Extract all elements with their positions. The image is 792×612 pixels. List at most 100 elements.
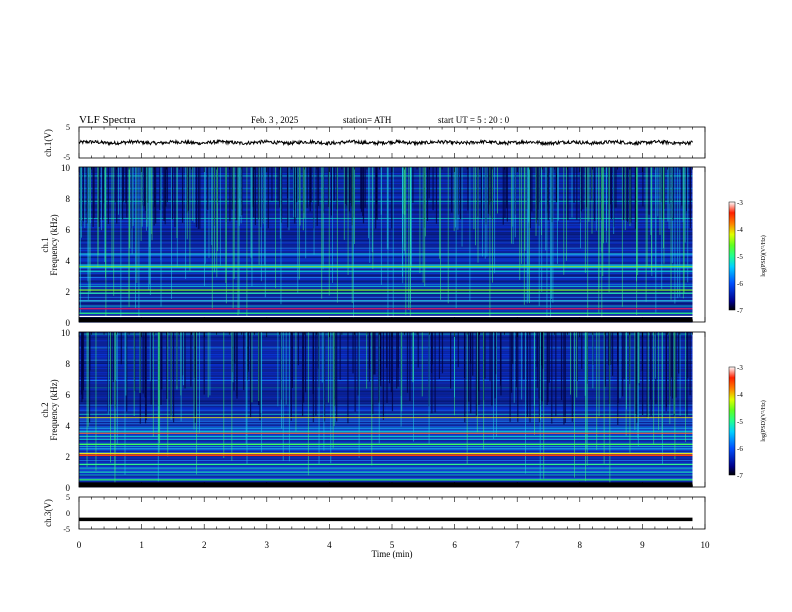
- impulse-dark: [259, 332, 261, 421]
- spectral-band: [79, 290, 693, 292]
- impulse-dark: [509, 332, 511, 422]
- impulse: [457, 167, 459, 230]
- impulse: [654, 332, 656, 379]
- spectral-band: [79, 283, 693, 285]
- impulse: [219, 167, 221, 267]
- impulse-dark: [336, 332, 338, 422]
- spectral-band: [79, 426, 693, 428]
- impulse: [115, 332, 117, 381]
- impulse-dark: [687, 332, 689, 379]
- impulse-dark: [372, 332, 374, 415]
- spectral-band: [79, 192, 693, 194]
- impulse: [158, 332, 160, 453]
- impulse: [124, 332, 126, 475]
- impulse: [183, 332, 184, 386]
- impulse-dark: [494, 332, 496, 399]
- impulse: [180, 332, 182, 422]
- spectral-band: [79, 438, 693, 440]
- impulse-dark: [344, 167, 346, 204]
- impulse-dark: [246, 332, 249, 381]
- impulse: [528, 167, 530, 223]
- impulse: [129, 167, 131, 249]
- impulse: [679, 167, 681, 297]
- impulse: [636, 167, 638, 315]
- impulse-dark: [291, 332, 294, 388]
- impulse-dark: [636, 332, 638, 424]
- impulse: [439, 167, 441, 259]
- spectral-band: [79, 281, 693, 283]
- impulse: [146, 167, 148, 227]
- impulse: [392, 167, 394, 320]
- impulse-dark: [489, 332, 491, 381]
- spectral-band: [79, 377, 693, 378]
- impulse-dark: [611, 332, 614, 376]
- x-tick-label: 2: [202, 540, 207, 550]
- impulse-dark: [145, 332, 147, 421]
- impulse-dark: [153, 167, 155, 226]
- impulse: [645, 167, 647, 302]
- spectral-band: [79, 356, 693, 358]
- ch1-ytick-8: 8: [66, 194, 71, 204]
- spectral-band: [79, 410, 693, 412]
- impulse: [323, 332, 325, 451]
- impulse-dark: [231, 167, 233, 210]
- tone-line: [79, 452, 693, 455]
- impulse-dark: [627, 167, 629, 222]
- impulse-dark: [339, 332, 341, 380]
- impulse: [211, 167, 213, 310]
- impulse: [484, 167, 486, 259]
- impulse: [176, 332, 178, 390]
- impulse-dark: [81, 332, 83, 395]
- impulse: [138, 167, 140, 318]
- spectral-band: [79, 434, 693, 435]
- spectral-band: [79, 224, 693, 226]
- impulse: [419, 167, 421, 274]
- cb1-label: log(PSD)(V²/Hz): [760, 235, 767, 276]
- impulse-dark: [641, 332, 644, 415]
- impulse: [185, 167, 187, 279]
- impulse-dark: [450, 332, 452, 389]
- spectral-band: [79, 368, 693, 369]
- impulse: [281, 332, 283, 429]
- impulse: [525, 332, 526, 474]
- impulse: [453, 167, 455, 232]
- ch2-ytick-4: 4: [66, 421, 71, 431]
- impulse: [116, 332, 118, 445]
- impulse: [521, 332, 523, 400]
- impulse-dark: [542, 332, 544, 369]
- impulse: [624, 167, 626, 230]
- impulse-dark: [484, 332, 486, 379]
- impulse-dark: [277, 167, 279, 202]
- impulse-dark: [231, 332, 233, 373]
- impulse: [621, 167, 623, 307]
- spectral-band: [79, 242, 693, 244]
- impulse: [307, 332, 309, 476]
- spectral-band: [79, 210, 693, 212]
- impulse-dark: [671, 332, 674, 399]
- impulse: [529, 167, 530, 304]
- impulse: [100, 167, 102, 231]
- ch1-ytick-top: 5: [66, 123, 70, 132]
- impulse-dark: [506, 167, 508, 222]
- impulse-dark: [585, 167, 588, 208]
- impulse: [369, 167, 371, 263]
- spectral-band: [79, 393, 693, 395]
- impulse: [545, 167, 547, 251]
- impulse: [523, 167, 525, 305]
- impulse: [682, 167, 684, 299]
- impulse: [207, 332, 209, 398]
- impulse-dark: [126, 167, 128, 218]
- spectral-band: [79, 214, 693, 216]
- impulse-dark: [150, 332, 152, 405]
- impulse-dark: [233, 332, 235, 391]
- impulse: [494, 167, 496, 274]
- spectral-band: [79, 277, 693, 278]
- impulse-dark: [346, 167, 348, 206]
- impulse: [477, 167, 479, 263]
- impulse-dark: [623, 332, 625, 380]
- spectral-band: [79, 428, 693, 430]
- impulse-dark: [573, 167, 575, 203]
- x-tick-label: 10: [701, 540, 711, 550]
- impulse: [128, 167, 130, 307]
